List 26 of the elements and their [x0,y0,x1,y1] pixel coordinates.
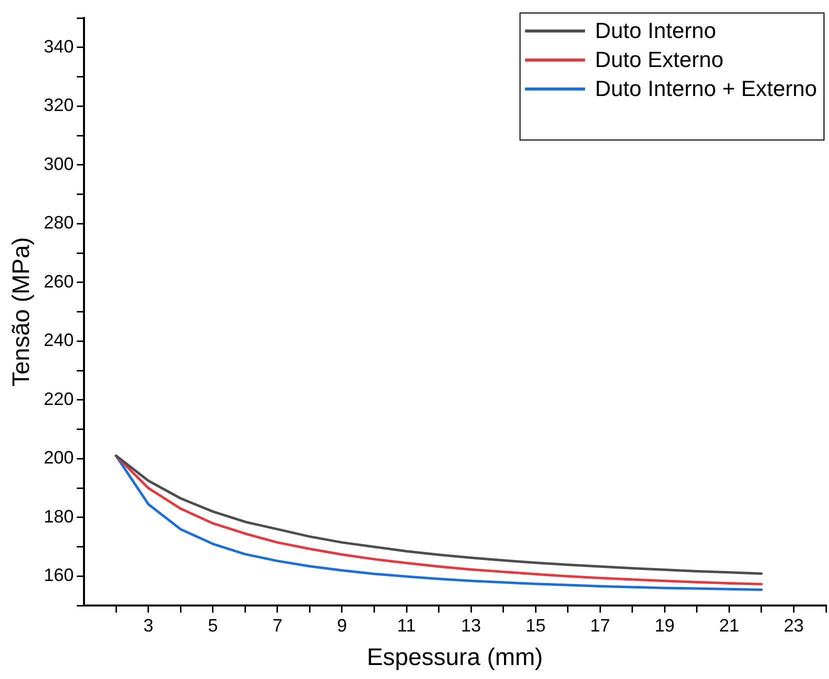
y-tick-label: 260 [44,271,74,292]
x-tick-label: 9 [336,615,347,636]
y-tick-label: 160 [44,565,74,586]
y-tick-label: 220 [44,388,74,409]
x-tick-label: 15 [526,615,546,636]
x-tick-label: 11 [397,615,416,636]
x-axis-title: Espessura (mm) [366,644,543,672]
y-tick-label: 340 [44,36,74,56]
y-tick-label: 200 [44,448,74,468]
x-tick-label: 13 [461,615,482,636]
legend-label: Duto Interno [595,18,716,44]
y-axis-title: Tensão (MPa) [8,237,36,386]
x-tick-label: 19 [654,615,675,636]
y-tick-label: 280 [44,212,74,233]
y-tick-label: 180 [44,506,74,526]
legend-label: Duto Interno + Externo [595,76,818,102]
y-tick-label: 320 [44,95,74,116]
x-tick-label: 17 [590,615,610,636]
x-tick-label: 5 [208,615,218,636]
x-tick-label: 7 [272,615,282,636]
x-tick-label: 23 [784,615,804,636]
x-tick-label: 3 [143,615,154,636]
y-tick-label: 300 [44,154,74,174]
x-tick-label: 21 [719,615,740,636]
y-tick-label: 240 [44,330,74,350]
legend-label: Duto Externo [595,47,724,72]
